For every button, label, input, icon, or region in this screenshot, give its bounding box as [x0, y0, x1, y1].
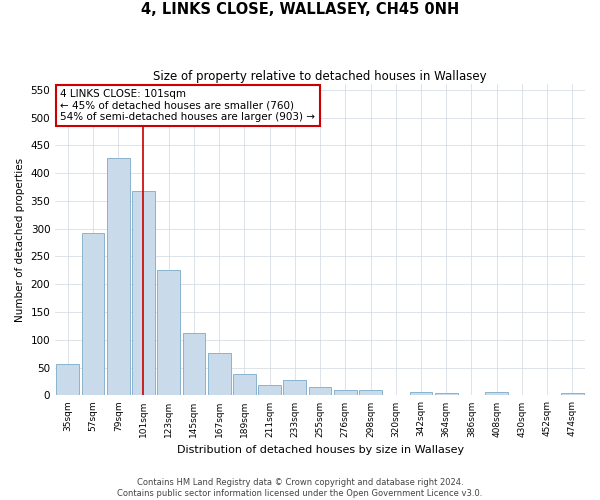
Bar: [132, 191, 155, 396]
Bar: [82, 233, 104, 396]
Bar: [258, 386, 281, 396]
Bar: [157, 270, 180, 396]
Text: 4 LINKS CLOSE: 101sqm
← 45% of detached houses are smaller (760)
54% of semi-det: 4 LINKS CLOSE: 101sqm ← 45% of detached …: [61, 89, 316, 122]
Bar: [56, 364, 79, 396]
Bar: [233, 374, 256, 396]
Bar: [182, 332, 205, 396]
Bar: [283, 380, 306, 396]
Bar: [334, 390, 356, 396]
Text: Contains HM Land Registry data © Crown copyright and database right 2024.
Contai: Contains HM Land Registry data © Crown c…: [118, 478, 482, 498]
Bar: [435, 393, 458, 396]
Bar: [359, 390, 382, 396]
X-axis label: Distribution of detached houses by size in Wallasey: Distribution of detached houses by size …: [176, 445, 464, 455]
Bar: [485, 392, 508, 396]
Text: 4, LINKS CLOSE, WALLASEY, CH45 0NH: 4, LINKS CLOSE, WALLASEY, CH45 0NH: [141, 2, 459, 18]
Title: Size of property relative to detached houses in Wallasey: Size of property relative to detached ho…: [153, 70, 487, 83]
Bar: [309, 387, 331, 396]
Bar: [410, 392, 433, 396]
Y-axis label: Number of detached properties: Number of detached properties: [15, 158, 25, 322]
Bar: [208, 353, 230, 396]
Bar: [107, 158, 130, 396]
Bar: [561, 393, 584, 396]
